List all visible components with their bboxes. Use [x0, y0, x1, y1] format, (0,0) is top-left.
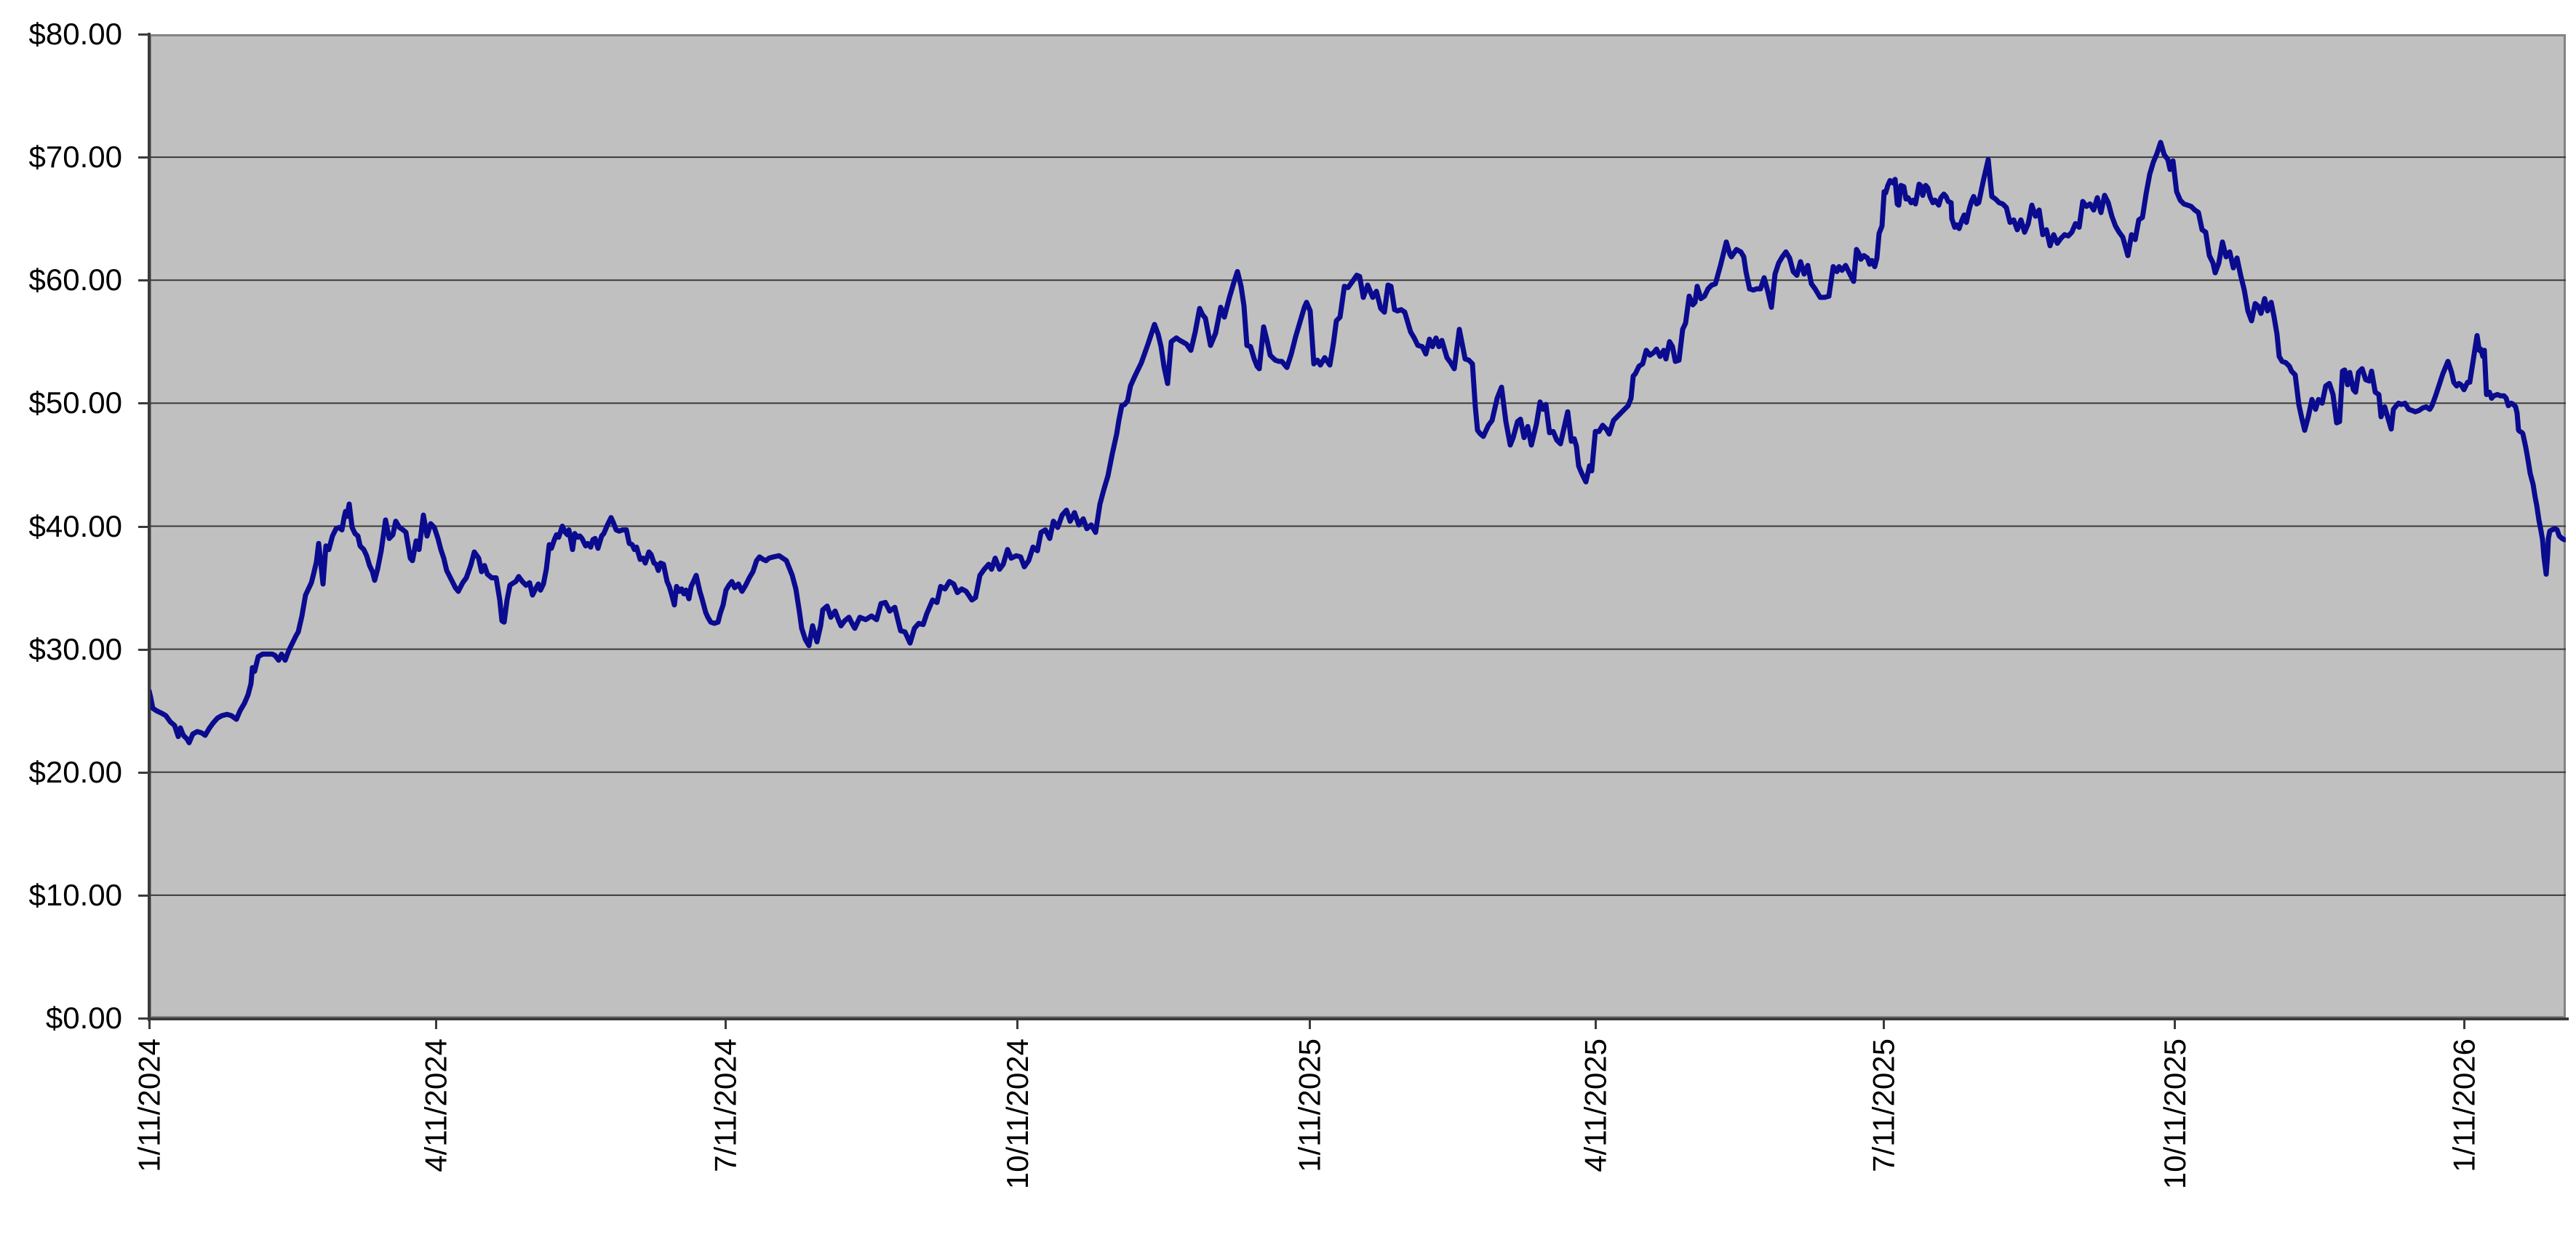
x-axis-label: 10/11/2024	[1000, 1039, 1034, 1190]
y-tick-mark	[138, 648, 149, 651]
y-tick-mark	[138, 156, 149, 159]
y-axis-label-50: $50.00	[28, 385, 122, 420]
y-tick-mark	[138, 525, 149, 528]
y-axis-label-40: $40.00	[28, 508, 122, 543]
y-axis-label-70: $70.00	[28, 140, 122, 175]
y-tick-mark	[138, 771, 149, 774]
x-tick-mark	[1309, 1018, 1311, 1029]
x-tick-mark	[2463, 1018, 2465, 1029]
y-tick-mark	[138, 279, 149, 282]
x-axis-label: 7/11/2025	[1867, 1039, 1901, 1172]
y-tick-mark	[138, 402, 149, 405]
x-axis-label: 1/11/2025	[1293, 1039, 1327, 1172]
y-axis-label-0: $0.00	[45, 1001, 122, 1035]
y-axis-label-60: $60.00	[28, 263, 122, 297]
x-tick-mark	[1883, 1018, 1885, 1029]
y-axis-label-20: $20.00	[28, 754, 122, 789]
y-tick-mark	[138, 33, 149, 36]
x-tick-mark	[435, 1018, 437, 1029]
x-tick-mark	[2174, 1018, 2176, 1029]
x-axis-label: 10/11/2025	[2158, 1039, 2192, 1190]
price-line-series	[149, 140, 2566, 745]
x-axis-label: 7/11/2024	[709, 1039, 743, 1172]
y-axis-label-80: $80.00	[28, 17, 122, 51]
y-tick-mark	[138, 894, 149, 897]
price-line-plot	[149, 140, 2566, 896]
x-axis-label: 4/11/2025	[1579, 1039, 1613, 1172]
x-axis-label: 1/11/2026	[2447, 1039, 2481, 1172]
x-tick-mark	[148, 1018, 151, 1029]
x-tick-mark	[1016, 1018, 1018, 1029]
y-axis-line	[148, 33, 151, 1021]
y-tick-mark	[138, 1017, 149, 1020]
x-tick-mark	[1595, 1018, 1597, 1029]
x-axis-label: 1/11/2024	[132, 1039, 167, 1172]
x-tick-mark	[725, 1018, 727, 1029]
x-axis-line	[148, 1017, 2569, 1020]
y-axis-label-10: $10.00	[28, 877, 122, 912]
x-axis-label: 4/11/2024	[419, 1039, 453, 1172]
y-axis-label-30: $30.00	[28, 631, 122, 666]
